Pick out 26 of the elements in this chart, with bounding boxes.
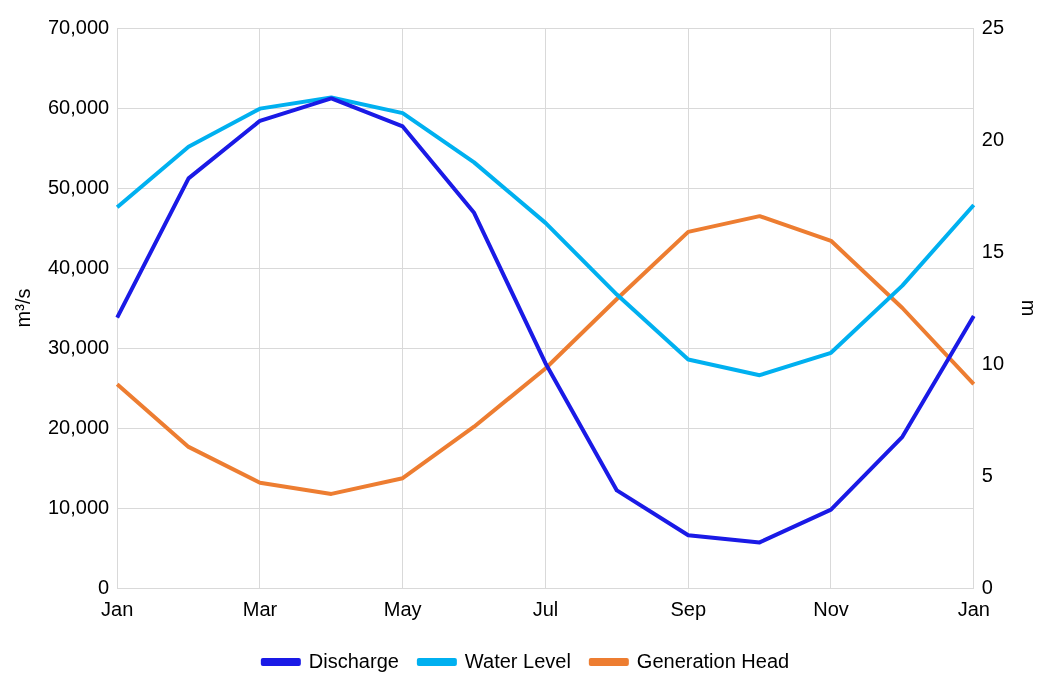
y-tick-label: 60,000 bbox=[48, 95, 110, 118]
y2-tick-label: 10 bbox=[981, 351, 1004, 374]
y-tick-label: 10,000 bbox=[48, 495, 110, 518]
x-tick-label: Nov bbox=[813, 597, 849, 620]
x-tick-label: Jan bbox=[101, 597, 134, 620]
y2-tick-label: 0 bbox=[981, 575, 993, 598]
x-tick-label: Sep bbox=[670, 597, 707, 620]
legend-label: Discharge bbox=[308, 649, 399, 672]
y2-tick-label: 5 bbox=[981, 463, 993, 486]
y2-axis-title: m bbox=[1018, 299, 1041, 317]
y-tick-label: 0 bbox=[98, 575, 110, 598]
x-tick-label: Jul bbox=[532, 597, 559, 620]
y-tick-label: 20,000 bbox=[48, 415, 110, 438]
y2-tick-label: 25 bbox=[981, 15, 1004, 38]
x-tick-label: Mar bbox=[242, 597, 278, 620]
y-tick-label: 40,000 bbox=[48, 255, 110, 278]
x-tick-label: May bbox=[383, 597, 422, 620]
legend-label: Water Level bbox=[464, 649, 571, 672]
y2-tick-label: 15 bbox=[981, 239, 1004, 262]
y-axis-title: m³/s bbox=[11, 288, 34, 328]
y-tick-label: 70,000 bbox=[48, 15, 110, 38]
y2-tick-label: 20 bbox=[981, 127, 1004, 150]
y-tick-label: 30,000 bbox=[48, 335, 110, 358]
y-tick-label: 50,000 bbox=[48, 175, 110, 198]
legend-label: Generation Head bbox=[636, 649, 790, 672]
x-tick-label: Jan bbox=[957, 597, 990, 620]
